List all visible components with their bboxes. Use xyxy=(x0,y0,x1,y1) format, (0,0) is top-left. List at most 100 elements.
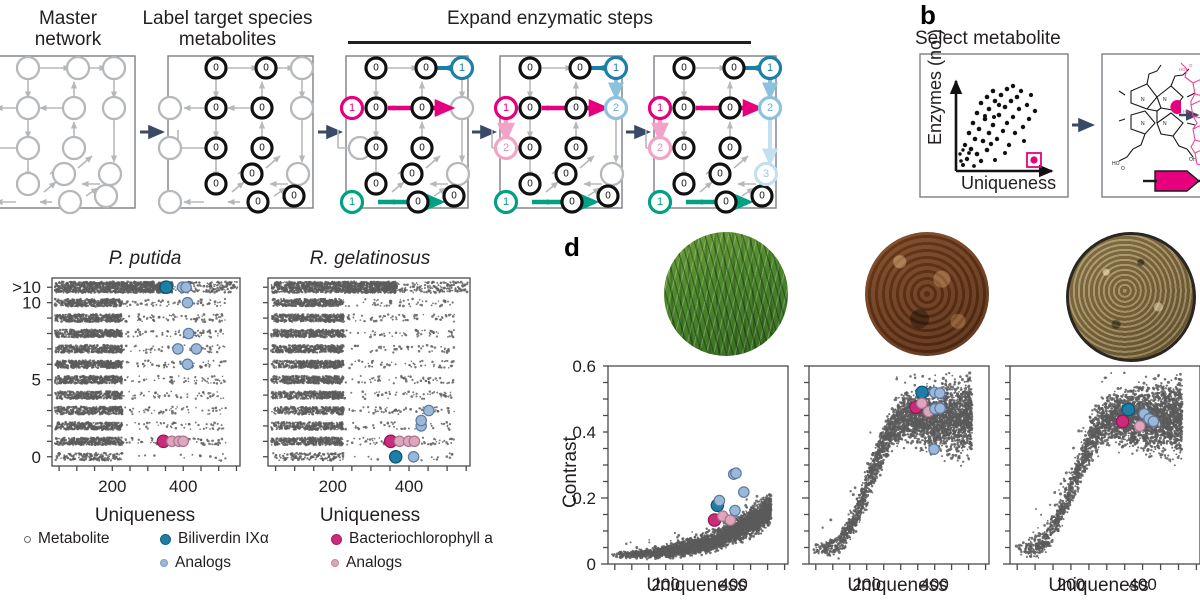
panel-a-title-master: Master network xyxy=(8,8,128,51)
metabolite-point xyxy=(145,303,148,306)
metabolite-point xyxy=(64,298,68,302)
metabolite-point xyxy=(145,351,148,354)
y-tick-label: 10 xyxy=(22,294,41,313)
metabolite-point xyxy=(96,329,98,331)
metabolite-point xyxy=(95,453,99,457)
metabolite-point xyxy=(144,408,147,411)
node-label: 2 xyxy=(657,142,663,154)
metabolite-point xyxy=(111,298,114,301)
metabolite-point xyxy=(76,319,79,322)
metabolite-point xyxy=(119,301,123,304)
metabolite-point xyxy=(95,318,98,321)
metabolite-point xyxy=(82,409,84,412)
metabolite-point xyxy=(75,302,79,305)
metabolite-point xyxy=(199,428,201,431)
metabolite-point xyxy=(207,391,211,395)
metabolite-point xyxy=(65,396,68,399)
metabolite-point xyxy=(193,437,196,440)
panel-b-letter: b xyxy=(920,0,936,31)
metabolite-point xyxy=(127,376,129,378)
metabolite-point xyxy=(109,453,112,456)
metabolite-point xyxy=(88,315,91,318)
metabolite-point xyxy=(81,441,84,443)
metabolite-point xyxy=(75,332,78,335)
metabolite-point xyxy=(56,317,59,320)
metabolite-point xyxy=(223,297,227,301)
metabolite-point xyxy=(92,458,95,461)
metabolite-point xyxy=(213,421,216,425)
metabolite-point xyxy=(107,390,111,393)
metabolite-point xyxy=(206,302,209,306)
metabolite-point xyxy=(202,427,205,430)
metabolite-point xyxy=(109,298,112,301)
metabolite-point xyxy=(97,442,100,445)
metabolite-point xyxy=(108,443,111,445)
metabolite-point xyxy=(73,382,77,385)
metabolite-point xyxy=(66,300,69,303)
metabolite-point xyxy=(152,345,155,348)
metabolite-point xyxy=(138,380,141,383)
metabolite-point xyxy=(105,381,108,384)
metabolite-point xyxy=(99,303,103,306)
metabolite-point xyxy=(219,413,222,415)
metabolite-point xyxy=(198,454,202,457)
metabolite-point xyxy=(85,328,88,332)
metabolite-point xyxy=(139,393,142,396)
metabolite-point xyxy=(80,320,83,323)
metabolite-point xyxy=(208,442,211,446)
metabolite-point xyxy=(220,319,223,322)
metabolite-point xyxy=(197,314,200,317)
metabolite-point xyxy=(70,454,73,458)
metabolite-point xyxy=(102,436,106,440)
metabolite-point xyxy=(149,348,153,351)
metabolite-point xyxy=(162,377,165,380)
metabolite-point xyxy=(125,332,128,335)
metabolite-point xyxy=(120,377,123,380)
metabolite-point xyxy=(116,317,120,321)
metabolite-point xyxy=(59,379,62,382)
metabolite-point xyxy=(105,391,108,394)
metabolite-point xyxy=(132,395,134,397)
metabolite-point xyxy=(65,360,68,363)
metabolite-point xyxy=(120,394,124,397)
metabolite-point xyxy=(114,391,117,394)
metabolite-point xyxy=(86,394,89,397)
metabolite-point xyxy=(202,361,205,364)
metabolite-point xyxy=(114,302,117,305)
metabolite-point xyxy=(94,380,96,383)
metabolite-point xyxy=(89,335,92,338)
metabolite-point xyxy=(64,330,67,333)
metabolite-point xyxy=(60,344,63,347)
metabolite-point xyxy=(203,318,206,321)
metabolite-point xyxy=(222,360,226,363)
metabolite-point xyxy=(172,313,175,316)
metabolite-point xyxy=(78,453,81,456)
metabolite-point xyxy=(173,380,176,383)
metabolite-point xyxy=(222,345,225,348)
metabolite-point xyxy=(69,299,72,302)
node-label: 2 xyxy=(767,102,773,114)
metabolite-point xyxy=(206,397,209,400)
metabolite-point xyxy=(199,438,203,442)
metabolite-point xyxy=(68,412,71,415)
metabolite-point xyxy=(212,313,215,316)
panel-c-title-1: R. gelatinosus xyxy=(265,248,475,270)
panel-a: Master network Label target species meta… xyxy=(0,0,800,220)
metabolite-point xyxy=(117,437,120,440)
metabolite-point xyxy=(120,375,122,378)
metabolite-point xyxy=(90,361,93,364)
node-teal-1 xyxy=(339,189,365,215)
metabolite-point xyxy=(85,391,88,395)
metabolite-point xyxy=(157,393,159,396)
metabolite-point xyxy=(79,350,82,353)
metabolite-point xyxy=(197,423,200,427)
node-blue-2 xyxy=(603,95,629,121)
metabolite-point xyxy=(73,426,76,428)
metabolite-point xyxy=(76,395,79,398)
metabolite-point xyxy=(79,379,82,382)
metabolite-point xyxy=(212,428,215,431)
metabolite-point xyxy=(150,330,153,333)
node-label: 0 xyxy=(213,63,219,74)
metabolite-point xyxy=(95,411,98,414)
